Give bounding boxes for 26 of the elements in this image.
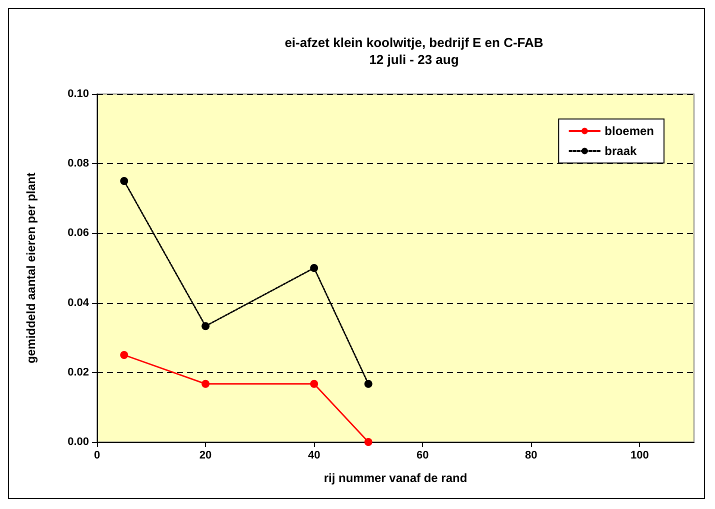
y-tick-label: 0.10 (68, 88, 89, 100)
point (310, 380, 318, 388)
legend-label: bloemen (604, 124, 654, 138)
y-tick-label: 0.00 (68, 436, 89, 448)
x-tick-label: 100 (630, 450, 649, 462)
point (120, 177, 128, 185)
point (202, 322, 210, 330)
point (364, 438, 372, 446)
chart-title: ei-afzet klein koolwitje, bedrijf E en C-FAB (284, 35, 544, 50)
y-tick-label: 0.08 (68, 158, 89, 170)
y-tick-label: 0.02 (68, 366, 89, 378)
x-tick-label: 20 (199, 450, 212, 462)
x-tick-label: 80 (525, 450, 538, 462)
y-axis-title: gemiddeld aantal eieren per plant (24, 172, 38, 364)
y-tick-label: 0.06 (68, 227, 89, 240)
legend-label: braak (604, 144, 638, 158)
x-tick-label: 60 (416, 450, 429, 462)
point (310, 264, 318, 272)
x-axis-title: rij nummer vanaf de rand (324, 471, 468, 485)
y-tick-label: 0.04 (68, 296, 90, 309)
point (202, 380, 210, 388)
x-tick-label: 40 (308, 450, 320, 462)
chart-subtitle: 12 juli - 23 aug (369, 52, 459, 67)
point (364, 380, 372, 388)
point (120, 351, 128, 359)
x-tick-label: 0 (94, 450, 100, 462)
